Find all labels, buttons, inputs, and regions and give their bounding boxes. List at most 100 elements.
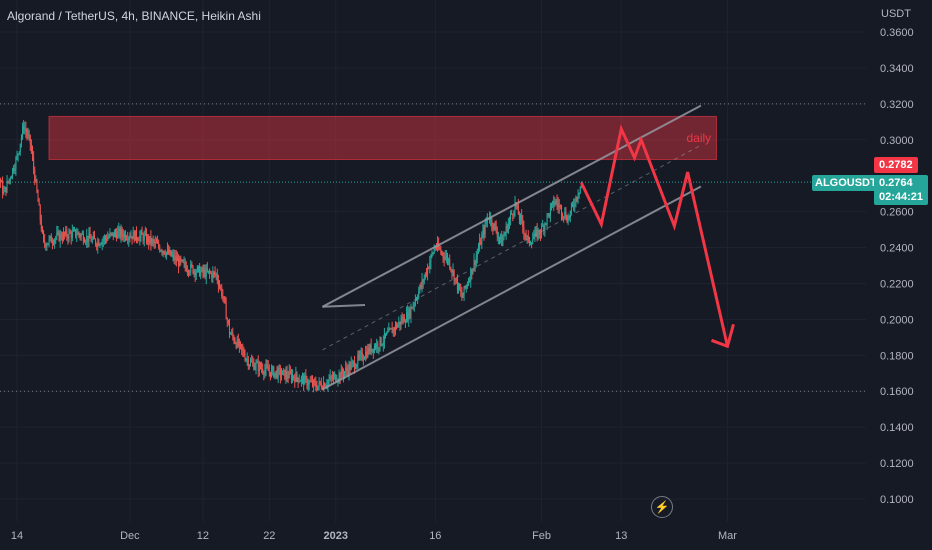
candle-body	[276, 370, 278, 378]
candle-body	[319, 381, 321, 384]
candle-body	[526, 235, 528, 238]
x-tick-label: Mar	[718, 530, 737, 542]
candle-body	[96, 244, 98, 247]
candle-body	[106, 238, 108, 241]
channel-lower-line[interactable]	[321, 185, 702, 391]
candle-body	[6, 181, 8, 193]
candle-body	[152, 239, 154, 241]
lightning-icon[interactable]: ⚡	[651, 496, 673, 518]
candle-body	[475, 256, 477, 266]
candle-body	[541, 226, 543, 234]
candle-body	[403, 317, 405, 323]
candle-body	[396, 324, 398, 328]
y-tick-label: 0.3600	[880, 27, 914, 39]
candle-body	[46, 244, 48, 248]
candle-body	[310, 380, 312, 382]
price-axis[interactable]: 0.3600 0.3400 0.3200 0.3000 0.2600 0.2400 0.22…	[866, 0, 932, 550]
candle-body	[7, 181, 9, 183]
candle-body	[520, 215, 522, 220]
candle-body	[356, 364, 358, 368]
candle-body	[37, 191, 39, 202]
candle-body	[119, 228, 121, 237]
candle-body	[57, 231, 59, 233]
candle-body	[511, 213, 513, 215]
candle-body	[461, 292, 463, 298]
candle-body	[380, 337, 382, 346]
candle-body	[161, 250, 163, 253]
daily-zone-rect[interactable]	[48, 115, 717, 161]
price-badge: 0.2764 02:44:21	[874, 175, 929, 205]
candle-body	[76, 234, 78, 237]
candle-body	[24, 128, 26, 130]
candle-body	[352, 361, 354, 363]
candle-body	[490, 217, 492, 221]
candle-body	[477, 248, 479, 253]
candle-body	[538, 229, 540, 234]
candle-body	[537, 229, 539, 238]
candle-body	[429, 262, 431, 269]
candle-body	[427, 267, 429, 275]
candle-body	[521, 215, 523, 220]
channel-upper-line[interactable]	[321, 104, 702, 308]
candle-body	[290, 373, 292, 380]
candle-body	[406, 312, 408, 323]
candle-body	[69, 231, 71, 234]
candle-body	[194, 270, 196, 276]
candle-body	[416, 299, 418, 301]
candle-body	[267, 367, 269, 371]
candle-body	[111, 232, 113, 234]
candle-body	[99, 244, 101, 246]
candle-body	[525, 234, 527, 238]
candle-body	[502, 238, 504, 246]
candle-body	[358, 355, 360, 357]
x-tick-label: 22	[263, 530, 275, 542]
candle-body	[391, 328, 393, 334]
candle-body	[274, 372, 276, 377]
candle-body	[55, 237, 57, 240]
candle-body	[463, 286, 465, 296]
candle-body	[0, 178, 1, 183]
candle-body	[361, 352, 363, 360]
candle-body	[464, 286, 466, 289]
candle-body	[62, 232, 64, 240]
candle-body	[254, 367, 256, 370]
candle-body	[492, 225, 494, 230]
candle-body	[402, 317, 404, 322]
currency-label: USDT	[881, 8, 911, 20]
y-tick-label: 0.3200	[880, 99, 914, 111]
candle-body	[261, 367, 263, 369]
candle-body	[542, 225, 544, 227]
candle-body	[89, 233, 91, 239]
candle-body	[236, 338, 238, 348]
candle-body	[577, 195, 579, 199]
candle-body	[410, 307, 412, 317]
candle-body	[483, 229, 485, 235]
candle-body	[389, 328, 391, 330]
candle-body	[377, 343, 379, 349]
projection-line[interactable]	[580, 124, 729, 347]
candle-body	[36, 179, 38, 192]
candle-body	[295, 372, 297, 382]
candle-body	[363, 358, 365, 360]
candle-body	[54, 239, 56, 244]
candle-body	[430, 255, 432, 263]
candle-body	[43, 231, 45, 241]
candle-body	[271, 369, 273, 377]
candle-body	[523, 226, 525, 234]
candle-body	[47, 243, 49, 245]
candle-body	[393, 328, 395, 331]
candle-body	[53, 243, 55, 245]
chart-title: Algorand / TetherUS, 4h, BINANCE, Heikin…	[7, 9, 261, 23]
time-axis[interactable]: 14 Dec 12 22 2023 16 Feb 13 Mar	[11, 530, 737, 542]
candle-body	[275, 370, 277, 373]
candle-body	[493, 223, 495, 230]
candle-body	[367, 348, 369, 358]
candle-body	[292, 375, 294, 380]
candle-body	[268, 370, 270, 372]
candle-body	[61, 238, 63, 240]
candle-body	[193, 270, 195, 274]
candle-body	[401, 319, 403, 322]
candle-body	[338, 373, 340, 380]
y-tick-label: 0.1200	[880, 458, 914, 470]
